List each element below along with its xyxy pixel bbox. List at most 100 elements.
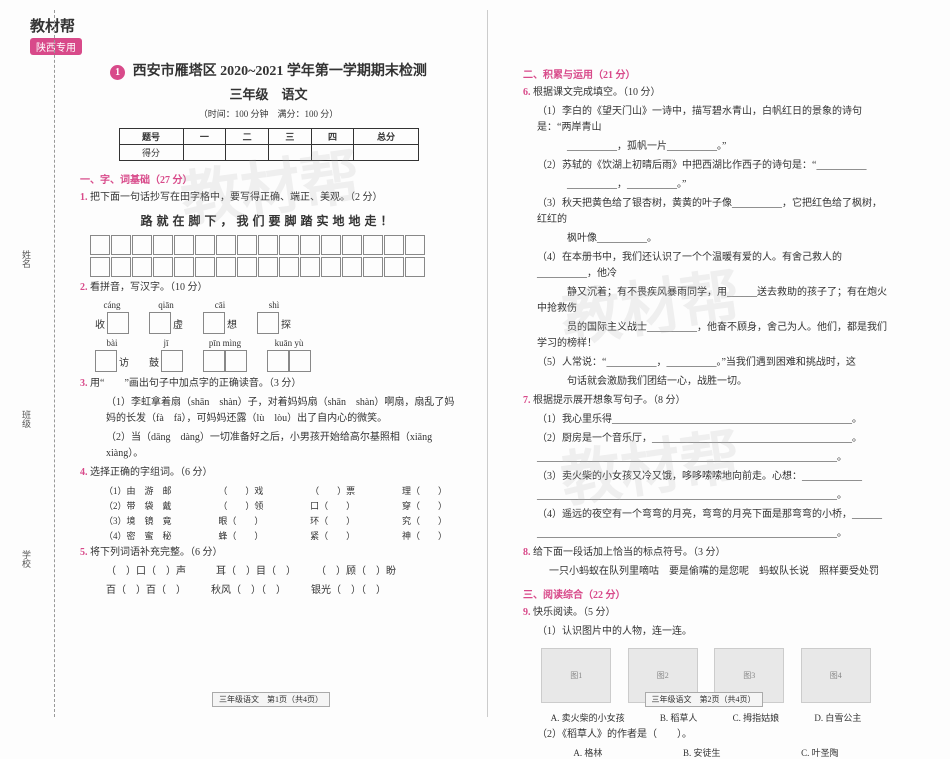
exam-subtitle: 三年级 语文 (80, 84, 457, 103)
page-right: 二、积累与运用（21 分） 6. 根据课文完成填空。（10 分） （1）李白的《… (487, 10, 919, 717)
tianzi-cell (111, 257, 131, 277)
q4-text: 选择正确的字组词。（6 分） (90, 467, 213, 478)
q5: 5. 将下列词语补充完整。（6 分） (80, 545, 457, 561)
tianzi-cell (203, 312, 225, 334)
q9-opt-c: C. 拇指姑娘 (733, 711, 780, 724)
binding-gutter: 姓名 班级 学校 (0, 10, 55, 717)
q3-line2: （2）当（dāng dàng）一切准备好之后，小男孩开始给高尔基照相（xiāng… (80, 430, 457, 462)
q7-line: （1）我心里乐得________________________________… (523, 412, 889, 428)
q4-row: （2）带 袋 戴（ ）领口（ ）穿（ ） (104, 499, 447, 512)
tianzi-cell (300, 257, 320, 277)
score-cell (311, 145, 354, 161)
q9-opt2-c: C. 叶圣陶 (801, 746, 839, 759)
page-container: 姓名 班级 学校 1 西安市雁塔区 2020~2021 学年第一学期期末检测 三… (0, 0, 950, 717)
q5-text: 将下列词语补充完整。（6 分） (90, 547, 223, 558)
score-h2: 二 (226, 129, 269, 145)
q4-cell: 蜂（ ） (218, 529, 263, 542)
pinyin-post-char: 探 (281, 316, 291, 331)
tianzi-cell (258, 257, 278, 277)
q2-text: 看拼音，写汉字。（10 分） (90, 282, 208, 293)
gutter-class-label: 班级 (20, 410, 33, 428)
q1-text: 把下面一句话抄写在田字格中，要写得正确、端正、美观。（2 分） (90, 192, 383, 203)
q9-opt-d: D. 白雪公主 (814, 711, 861, 724)
pinyin-label: qiān (149, 300, 183, 310)
tianzi-cell (195, 235, 215, 255)
q9-opt2-b: B. 安徒生 (683, 746, 721, 759)
tianzi-cell (161, 350, 183, 372)
q4-row: （4）密 蜜 秘蜂（ ）紧（ ）神（ ） (104, 529, 447, 542)
q3: 3. 用“ ”画出句子中加点字的正确读音。（3 分） (80, 376, 457, 392)
q6-line: （4）在本册书中，我们还认识了一个个温暖有爱的人。有舍己救人的_________… (523, 250, 889, 282)
q6-line: 员的国际主义战士__________，他奋不顾身，舍己为人。他们，都是我们学习的… (523, 320, 889, 352)
pinyin-item: qiān虚 (149, 300, 183, 334)
q9-sub1: （1）认识图片中的人物，连一连。 (523, 624, 889, 640)
gutter-school-label: 学校 (20, 550, 33, 568)
q9-num: 9. (523, 607, 531, 618)
q4-cell: 神（ ） (402, 529, 447, 542)
tianzi-cell (195, 257, 215, 277)
tianzi-cell (90, 235, 110, 255)
tianzi-cell (405, 257, 425, 277)
pinyin-item: pīn mìng (203, 338, 247, 372)
tianzi-cell (225, 350, 247, 372)
q7-text: 根据提示展开想象写句子。（8 分） (533, 395, 686, 406)
tianzi-cell (216, 257, 236, 277)
score-cell (354, 145, 418, 161)
picture-4: 图4 (801, 648, 871, 703)
tianzi-cell (216, 235, 236, 255)
q4: 4. 选择正确的字组词。（6 分） (80, 465, 457, 481)
section-1-head: 一、字、词基础（27 分） (80, 171, 457, 186)
q7-line: ________________________________________… (523, 488, 889, 504)
tianzi-cell (257, 312, 279, 334)
q6: 6. 根据课文完成填空。（10 分） (523, 85, 889, 101)
q6-line: 句话就会激励我们团结一心，战胜一切。 (523, 374, 889, 390)
q9-text: 快乐阅读。（5 分） (533, 607, 616, 618)
tianzi-cell (267, 350, 289, 372)
q8-body: 一只小蚂蚁在队列里嘀咕 要是偷嘴的是您呢 蚂蚁队长说 照样要受处罚 (523, 564, 889, 580)
tianzi-cell (95, 350, 117, 372)
tianzi-cell (153, 235, 173, 255)
q3-line1: （1）李虹拿着扇（shān shàn）子，对着妈妈扇（shān shàn）啊扇，… (80, 395, 457, 427)
score-value-row: 得分 (119, 145, 418, 161)
pinyin-label: cáng (95, 300, 129, 310)
score-header-row: 题号 一 二 三 四 总分 (119, 129, 418, 145)
q4-cell: （2）带 袋 戴 (104, 499, 172, 512)
tianzi-cell (107, 312, 129, 334)
tianzi-cell (363, 235, 383, 255)
tianzi-cell (90, 257, 110, 277)
q4-cell: 穿（ ） (402, 499, 447, 512)
q6-line: （2）苏轼的《饮湖上初晴后雨》中把西湖比作西子的诗句是：“__________ (523, 158, 889, 174)
q2-row1: cáng收qiān虚cāi想shì探 (95, 300, 457, 334)
q2: 2. 看拼音，写汉字。（10 分） (80, 280, 457, 296)
pinyin-post-char: 访 (119, 354, 129, 369)
tianzi-cell (384, 235, 404, 255)
q8: 8. 给下面一段话加上恰当的标点符号。（3 分） (523, 545, 889, 561)
pinyin-item: cáng收 (95, 300, 129, 334)
q9-opt-a: A. 卖火柴的小女孩 (551, 711, 625, 724)
picture-1: 图1 (541, 648, 611, 703)
q4-cell: （4）密 蜜 秘 (104, 529, 172, 542)
tianzi-cell (405, 235, 425, 255)
exam-title: 1 西安市雁塔区 2020~2021 学年第一学期期末检测 (80, 60, 457, 80)
pinyin-item: bài访 (95, 338, 129, 372)
tianzi-cell (237, 257, 257, 277)
q4-cell: （3）境 镜 竟 (104, 514, 172, 527)
q7-line: ________________________________________… (523, 526, 889, 542)
q6-num: 6. (523, 87, 531, 98)
tianzi-cell (149, 312, 171, 334)
q6-line: （1）李白的《望天门山》一诗中，描写碧水青山，白帆红日的景象的诗句是：“两岸青山 (523, 104, 889, 136)
footer-right: 三年级语文 第2页（共4页） (645, 692, 763, 707)
footer-left: 三年级语文 第1页（共4页） (212, 692, 330, 707)
score-row-label: 得分 (119, 145, 183, 161)
score-h5: 总分 (354, 129, 418, 145)
q4-row: （1）由 游 邮（ ）戏（ ）票理（ ） (104, 484, 447, 497)
q4-cell: （ ）票 (310, 484, 355, 497)
q6-line: （5）人常说：“__________，__________。”当我们遇到困难和挑… (523, 355, 889, 371)
q2-num: 2. (80, 282, 88, 293)
tianzi-cell (342, 235, 362, 255)
q6-line: __________，孤帆一片__________。” (523, 139, 889, 155)
q1-grid (80, 235, 457, 277)
tianzi-cell (300, 235, 320, 255)
q7-lines: （1）我心里乐得________________________________… (523, 412, 889, 542)
q4-cell: 眼（ ） (218, 514, 263, 527)
